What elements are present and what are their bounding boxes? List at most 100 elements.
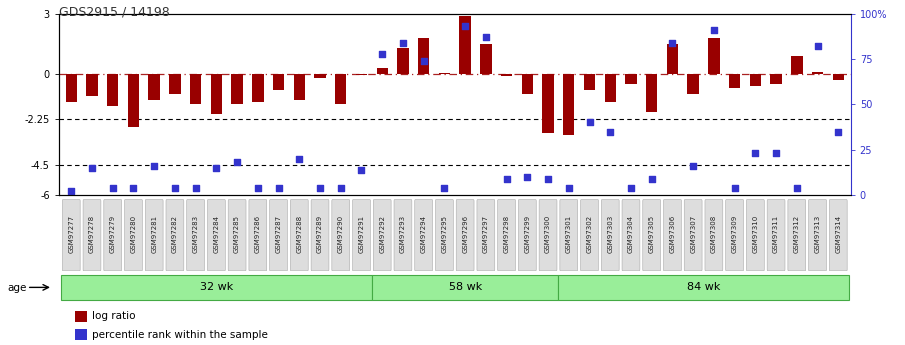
FancyBboxPatch shape — [207, 200, 225, 271]
Point — [126, 185, 140, 190]
Bar — [252, 74, 263, 102]
Text: 58 wk: 58 wk — [449, 282, 481, 292]
FancyBboxPatch shape — [601, 200, 619, 271]
FancyBboxPatch shape — [788, 200, 805, 271]
FancyBboxPatch shape — [726, 200, 744, 271]
FancyBboxPatch shape — [291, 200, 309, 271]
Bar — [356, 74, 367, 75]
Text: GSM97301: GSM97301 — [566, 215, 572, 253]
Bar — [521, 74, 533, 94]
Bar — [749, 74, 761, 86]
Point — [272, 185, 286, 190]
Text: GSM97293: GSM97293 — [400, 215, 406, 253]
Text: GSM97297: GSM97297 — [483, 215, 489, 253]
Text: GSM97285: GSM97285 — [234, 215, 240, 253]
Bar — [86, 74, 98, 96]
Text: GSM97286: GSM97286 — [255, 215, 261, 253]
Point — [85, 165, 100, 170]
Bar — [770, 74, 782, 84]
Text: GSM97309: GSM97309 — [731, 215, 738, 253]
Text: GSM97283: GSM97283 — [193, 215, 198, 253]
FancyBboxPatch shape — [684, 200, 702, 271]
FancyBboxPatch shape — [519, 200, 537, 271]
Text: age: age — [7, 283, 26, 293]
Bar — [273, 74, 284, 90]
FancyBboxPatch shape — [435, 200, 453, 271]
Point — [395, 40, 410, 46]
Bar — [667, 44, 678, 74]
Text: GSM97310: GSM97310 — [752, 215, 758, 253]
FancyBboxPatch shape — [353, 200, 370, 271]
FancyBboxPatch shape — [104, 200, 121, 271]
FancyBboxPatch shape — [477, 200, 495, 271]
Text: GSM97292: GSM97292 — [379, 215, 386, 253]
FancyBboxPatch shape — [146, 200, 163, 271]
Bar — [605, 74, 616, 102]
Text: GSM97311: GSM97311 — [773, 215, 779, 253]
Text: GSM97288: GSM97288 — [296, 215, 302, 253]
FancyBboxPatch shape — [498, 200, 516, 271]
Text: 32 wk: 32 wk — [200, 282, 233, 292]
FancyBboxPatch shape — [705, 200, 723, 271]
Bar — [107, 74, 119, 106]
FancyBboxPatch shape — [311, 200, 329, 271]
Bar — [148, 74, 160, 100]
Point — [665, 40, 680, 46]
Point — [541, 176, 556, 181]
Text: GSM97303: GSM97303 — [607, 215, 614, 253]
Bar — [709, 38, 719, 74]
Bar — [460, 16, 471, 74]
Bar — [335, 74, 347, 104]
Bar — [211, 74, 222, 115]
Text: GSM97290: GSM97290 — [338, 215, 344, 253]
Bar — [65, 74, 77, 102]
Text: GSM97307: GSM97307 — [691, 215, 696, 253]
Text: GSM97277: GSM97277 — [68, 215, 74, 253]
Point — [230, 159, 244, 165]
FancyBboxPatch shape — [581, 200, 598, 271]
Point — [728, 185, 742, 190]
Text: GSM97304: GSM97304 — [628, 215, 634, 253]
Point — [769, 150, 784, 156]
Text: GSM97284: GSM97284 — [214, 215, 219, 253]
Bar — [372, 275, 558, 299]
Point — [167, 185, 182, 190]
Point — [416, 58, 431, 63]
FancyBboxPatch shape — [663, 200, 681, 271]
FancyBboxPatch shape — [539, 200, 557, 271]
FancyBboxPatch shape — [747, 200, 764, 271]
Text: GSM97287: GSM97287 — [275, 215, 281, 253]
Bar — [812, 72, 824, 74]
Point — [209, 165, 224, 170]
FancyBboxPatch shape — [767, 200, 785, 271]
Text: percentile rank within the sample: percentile rank within the sample — [92, 330, 268, 340]
FancyBboxPatch shape — [332, 200, 349, 271]
Text: GSM97300: GSM97300 — [545, 215, 551, 253]
Point — [458, 24, 472, 29]
FancyBboxPatch shape — [228, 200, 246, 271]
Bar — [481, 44, 491, 74]
FancyBboxPatch shape — [829, 200, 847, 271]
FancyBboxPatch shape — [394, 200, 412, 271]
Text: GSM97298: GSM97298 — [503, 215, 510, 253]
Text: GSM97279: GSM97279 — [110, 215, 116, 253]
Point — [313, 185, 328, 190]
Point — [831, 129, 845, 134]
Bar — [190, 74, 201, 104]
Point — [188, 185, 203, 190]
FancyBboxPatch shape — [166, 200, 184, 271]
Point — [500, 176, 514, 181]
FancyBboxPatch shape — [560, 200, 577, 271]
Text: GSM97314: GSM97314 — [835, 215, 842, 253]
Point — [375, 51, 389, 56]
FancyBboxPatch shape — [414, 200, 433, 271]
FancyBboxPatch shape — [249, 200, 267, 271]
Text: GSM97295: GSM97295 — [442, 215, 447, 253]
Bar — [729, 74, 740, 88]
FancyBboxPatch shape — [83, 200, 100, 271]
Text: GSM97289: GSM97289 — [317, 215, 323, 253]
Point — [64, 188, 79, 194]
FancyBboxPatch shape — [270, 200, 288, 271]
Bar — [584, 74, 595, 90]
Text: GSM97291: GSM97291 — [358, 215, 365, 253]
